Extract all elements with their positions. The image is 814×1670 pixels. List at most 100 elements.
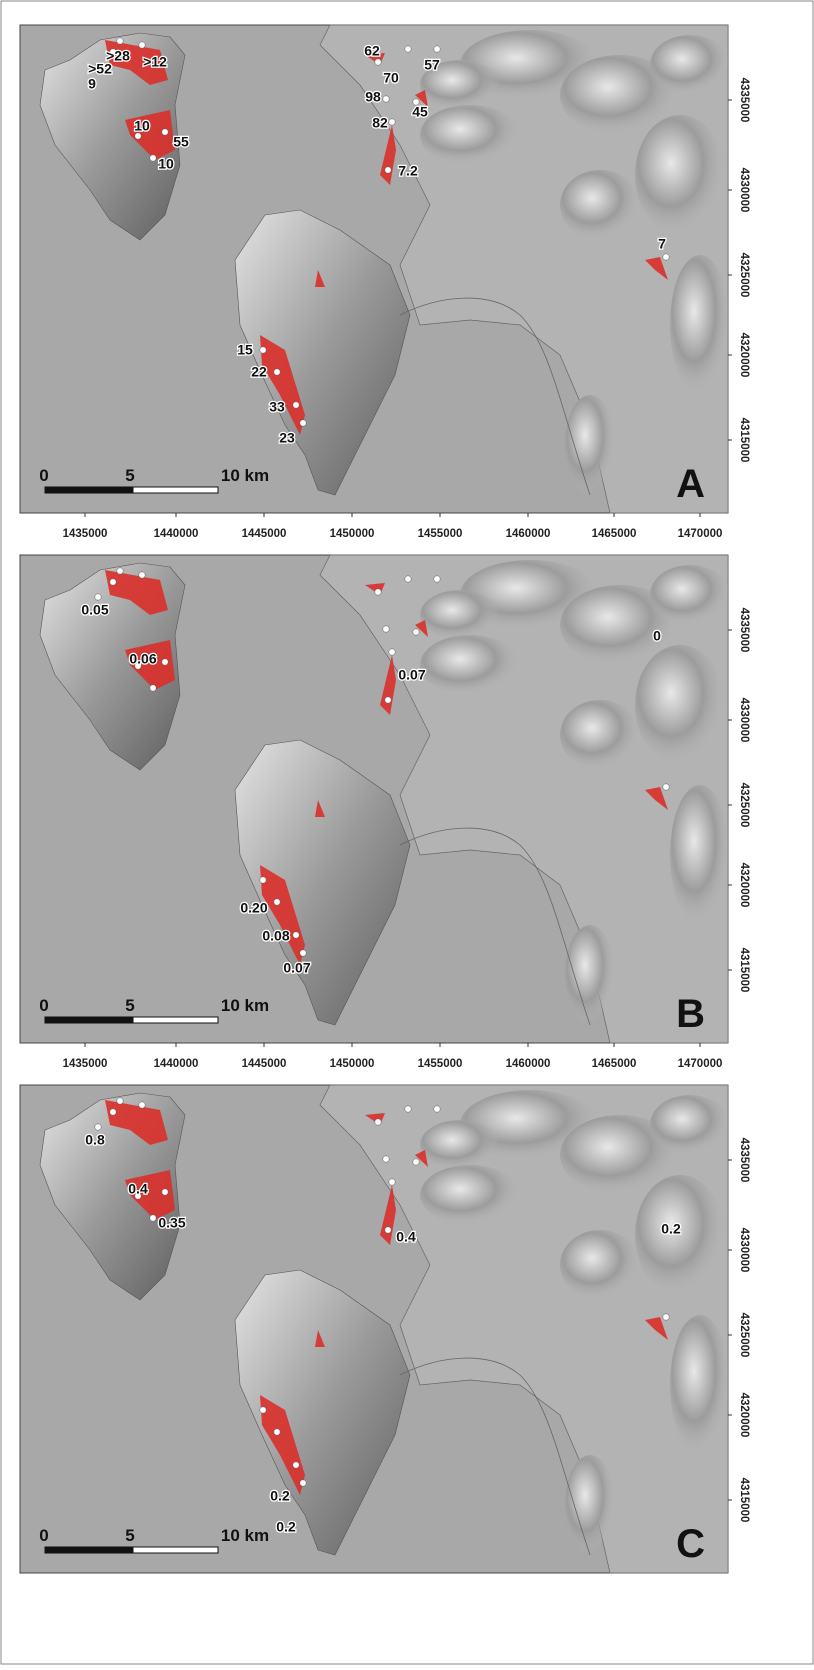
y-tick-label: 4335000 <box>738 78 750 123</box>
relief <box>650 565 730 625</box>
sample-site <box>300 1480 306 1486</box>
site-label: 0.8 <box>85 1132 105 1148</box>
panel-letter: B <box>676 992 705 1036</box>
site-label: 0.2 <box>276 1519 296 1535</box>
site-label: 55 <box>173 134 189 150</box>
relief <box>670 255 730 395</box>
sample-site <box>117 568 123 574</box>
sample-site <box>385 1227 391 1233</box>
scale-label: 10 km <box>221 466 269 485</box>
scale-label: 5 <box>125 466 134 485</box>
sample-site <box>162 1189 168 1195</box>
site-label: 7.2 <box>398 163 418 179</box>
sample-site <box>260 1407 266 1413</box>
sample-site <box>300 420 306 426</box>
map-panel: 0.050.060.0700.200.080.07B0510 km4315000… <box>20 555 750 1070</box>
site-label: 0.07 <box>283 960 310 976</box>
sample-site <box>139 42 145 48</box>
sample-site <box>274 369 280 375</box>
sample-site <box>95 1124 101 1130</box>
site-label: 0 <box>653 628 661 644</box>
sample-site <box>375 589 381 595</box>
scale-bar-white <box>133 1017 218 1023</box>
sample-site <box>150 155 156 161</box>
sample-site <box>293 402 299 408</box>
scale-bar-black <box>45 1547 133 1553</box>
relief <box>420 590 500 640</box>
scale-label: 5 <box>125 1526 134 1545</box>
site-label: 10 <box>134 118 150 134</box>
sample-site <box>389 119 395 125</box>
scale-bar-white <box>133 1547 218 1553</box>
sample-site <box>389 649 395 655</box>
sample-site <box>139 572 145 578</box>
y-tick-label: 4315000 <box>738 418 750 463</box>
sample-site <box>375 59 381 65</box>
x-tick-label: 1440000 <box>154 1058 199 1070</box>
site-label: 0.4 <box>128 1181 148 1197</box>
scale-bar-white <box>133 487 218 493</box>
y-tick-label: 4335000 <box>738 608 750 653</box>
x-tick-label: 1455000 <box>418 528 463 540</box>
relief <box>420 635 520 695</box>
relief <box>565 1455 615 1555</box>
sample-site <box>383 96 389 102</box>
sample-site <box>110 1109 116 1115</box>
site-label: 33 <box>269 399 285 415</box>
x-tick-label: 1445000 <box>242 528 287 540</box>
x-tick-label: 1440000 <box>154 528 199 540</box>
sample-site <box>434 1106 440 1112</box>
site-label: 10 <box>158 156 174 172</box>
sample-site <box>434 46 440 52</box>
sample-site <box>150 685 156 691</box>
site-label: 0.2 <box>661 1221 681 1237</box>
relief <box>560 700 640 770</box>
site-label: 45 <box>412 104 428 120</box>
sample-site <box>385 697 391 703</box>
sample-site <box>95 594 101 600</box>
sample-site <box>663 784 669 790</box>
sample-site <box>260 347 266 353</box>
x-tick-label: 1450000 <box>330 1058 375 1070</box>
sample-site <box>162 129 168 135</box>
site-label: 70 <box>383 70 399 86</box>
y-tick-label: 4320000 <box>738 333 750 378</box>
scale-label: 0 <box>39 1526 48 1545</box>
y-tick-label: 4320000 <box>738 863 750 908</box>
relief <box>650 1095 730 1155</box>
map-panel: 6270579845827.2>28>52>129105510715223323… <box>20 25 750 540</box>
relief <box>560 170 640 240</box>
x-tick-label: 1455000 <box>418 1058 463 1070</box>
site-label: 62 <box>364 43 380 59</box>
site-label: 98 <box>365 89 381 105</box>
y-tick-label: 4335000 <box>738 1138 750 1183</box>
sample-site <box>274 899 280 905</box>
relief <box>670 785 730 925</box>
sample-site <box>663 254 669 260</box>
site-label: >52 <box>88 61 112 77</box>
sample-site <box>434 576 440 582</box>
x-tick-label: 1435000 <box>63 528 108 540</box>
x-tick-label: 1450000 <box>330 528 375 540</box>
scale-label: 5 <box>125 996 134 1015</box>
x-tick-label: 1460000 <box>506 1058 551 1070</box>
sample-site <box>135 133 141 139</box>
sample-site <box>405 46 411 52</box>
sample-site <box>405 576 411 582</box>
site-label: 0.05 <box>81 602 108 618</box>
relief <box>635 645 725 765</box>
y-tick-label: 4330000 <box>738 1228 750 1273</box>
sample-site <box>383 626 389 632</box>
site-label: 0.35 <box>158 1215 185 1231</box>
site-label: 22 <box>251 364 267 380</box>
y-tick-label: 4325000 <box>738 1313 750 1358</box>
site-label: 0.20 <box>240 900 267 916</box>
figure: 6270579845827.2>28>52>129105510715223323… <box>0 0 814 1665</box>
x-tick-label: 1460000 <box>506 528 551 540</box>
y-tick-label: 4330000 <box>738 168 750 213</box>
y-tick-label: 4325000 <box>738 783 750 828</box>
scale-label: 0 <box>39 996 48 1015</box>
x-tick-label: 1445000 <box>242 1058 287 1070</box>
y-tick-label: 4330000 <box>738 698 750 743</box>
y-tick-label: 4315000 <box>738 948 750 993</box>
